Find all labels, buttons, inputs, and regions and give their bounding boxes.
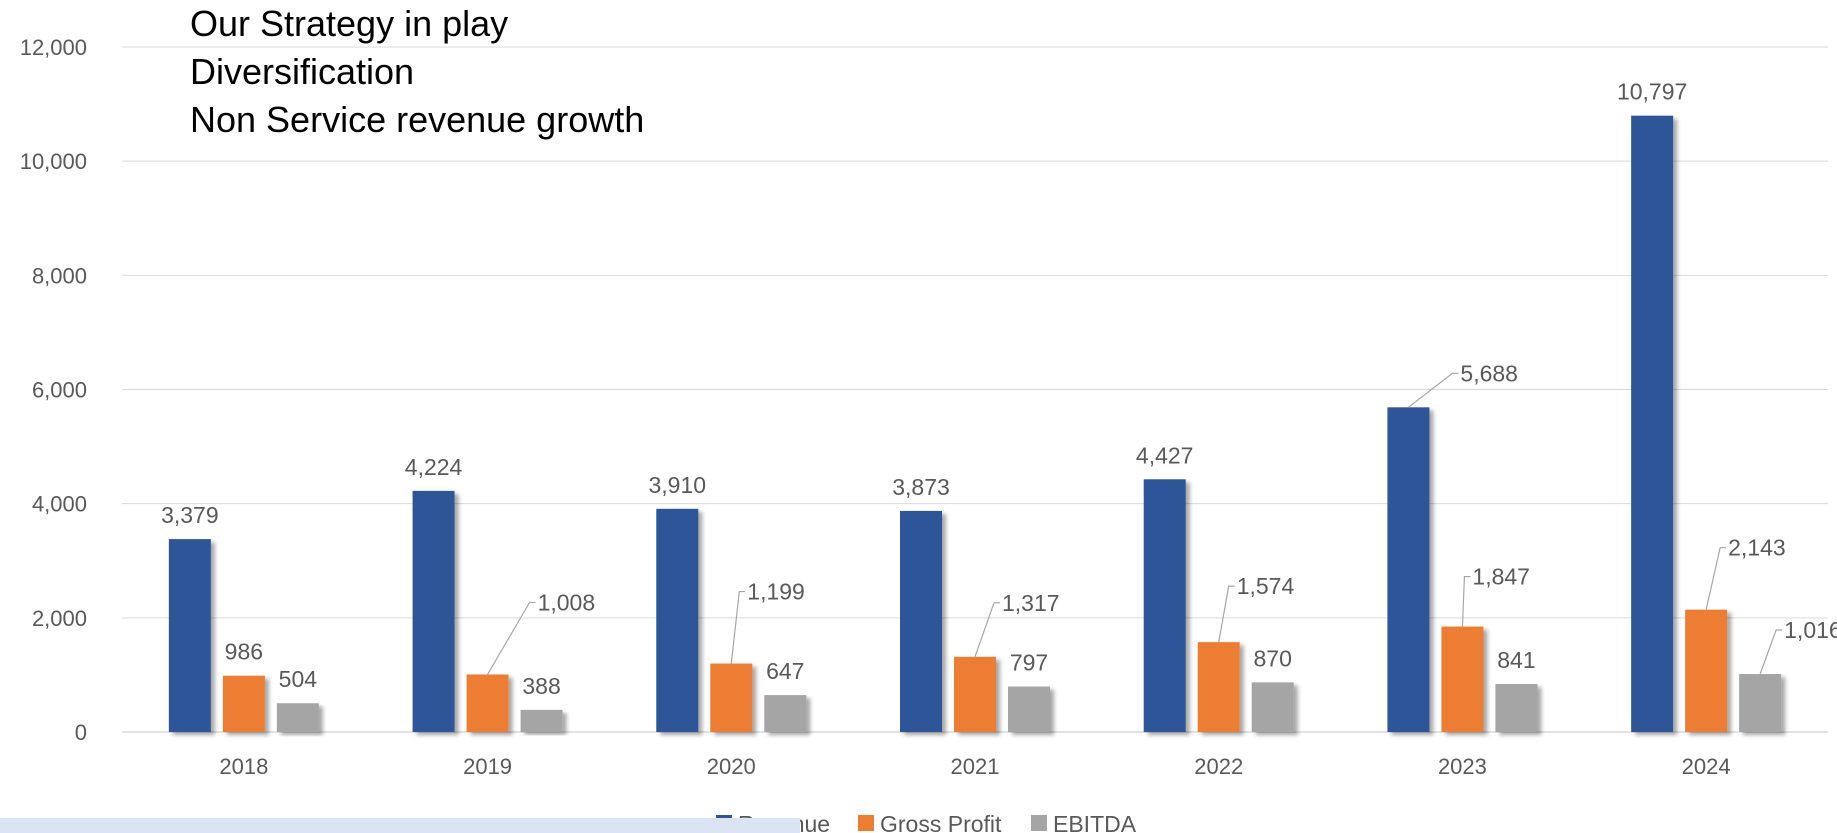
leader-line <box>1408 372 1459 408</box>
bar <box>954 656 996 732</box>
x-tick-label: 2022 <box>1194 754 1243 779</box>
data-label: 3,910 <box>649 472 707 498</box>
x-tick-label: 2024 <box>1682 754 1731 779</box>
x-tick-label: 2023 <box>1438 754 1487 779</box>
data-label: 4,224 <box>405 454 463 480</box>
legend-swatch <box>1031 815 1047 831</box>
x-tick-label: 2019 <box>463 754 512 779</box>
text-block: Our Strategy in play Diversification Non… <box>190 0 644 144</box>
leader-line <box>1218 585 1235 643</box>
bar <box>1685 609 1728 732</box>
data-label: 388 <box>522 673 560 699</box>
y-tick-label: 8,000 <box>32 263 87 288</box>
leader-line <box>974 602 1000 658</box>
data-label: 797 <box>1010 650 1048 676</box>
bar <box>1495 683 1538 732</box>
bar <box>520 709 563 732</box>
bar <box>1008 686 1050 732</box>
x-tick-label: 2020 <box>707 754 756 779</box>
bar <box>900 510 942 732</box>
bar <box>764 695 807 732</box>
growth-line: Non Service revenue growth <box>190 99 645 140</box>
leader-line <box>1705 547 1727 610</box>
bar <box>1143 479 1186 732</box>
data-label: 647 <box>766 658 804 684</box>
data-label: 5,688 <box>1460 360 1518 386</box>
bar <box>1739 674 1782 732</box>
leader-line <box>1461 575 1471 627</box>
y-tick-label: 0 <box>75 720 87 745</box>
data-label: 4,427 <box>1136 442 1194 468</box>
legend-label: EBITDA <box>1053 811 1137 833</box>
legend-label: Gross Profit <box>880 811 1002 833</box>
data-label: 1,199 <box>747 579 805 605</box>
gridlines <box>122 46 1828 733</box>
bar <box>1441 626 1484 732</box>
data-label: 1,317 <box>1002 590 1060 616</box>
data-label: 10,797 <box>1617 79 1687 105</box>
bars <box>168 115 1782 732</box>
data-label: 1,008 <box>538 589 596 615</box>
data-label: 841 <box>1497 647 1535 673</box>
bar <box>710 663 753 732</box>
bar <box>1197 642 1240 732</box>
data-label: 986 <box>225 639 263 665</box>
diversification-line: Diversification <box>190 51 415 92</box>
x-tick-label: 2018 <box>219 754 268 779</box>
data-label: 3,379 <box>161 502 219 528</box>
data-label: 1,016 <box>1784 617 1837 643</box>
leader-line <box>487 601 536 675</box>
bar <box>656 508 699 732</box>
data-label: 2,143 <box>1728 535 1786 561</box>
y-axis-ticks: 0 2,000 4,000 6,000 8,000 10,000 12,000 <box>20 35 87 745</box>
data-label: 1,847 <box>1472 564 1530 590</box>
bar <box>1631 115 1674 732</box>
leader-lines <box>487 372 1783 675</box>
y-tick-label: 2,000 <box>32 606 87 631</box>
y-tick-label: 4,000 <box>32 492 87 517</box>
bar <box>412 490 455 732</box>
y-tick-label: 12,000 <box>20 35 87 60</box>
data-labels: 3,379 986 504 4,224 1,008 388 3,910 1,199 647 3,8… <box>161 79 1837 699</box>
bar <box>1251 682 1294 732</box>
data-label: 3,873 <box>892 474 950 500</box>
x-tick-label: 2021 <box>951 754 1000 779</box>
bar <box>222 675 265 732</box>
strategy-line: Our Strategy in play <box>190 3 509 44</box>
y-tick-label: 10,000 <box>20 149 87 174</box>
bar <box>168 539 211 732</box>
bar <box>276 703 319 732</box>
data-label: 504 <box>279 666 318 692</box>
leader-line <box>1759 629 1783 675</box>
bar <box>466 674 509 732</box>
legend-swatch <box>858 815 874 831</box>
y-tick-label: 6,000 <box>32 378 87 403</box>
bar <box>1387 407 1430 732</box>
data-label: 1,574 <box>1237 573 1295 599</box>
x-axis-ticks: 2018 2019 2020 2021 2022 2023 2024 <box>219 754 1730 779</box>
bottom-strip <box>0 818 800 833</box>
leader-line <box>730 590 746 664</box>
data-label: 870 <box>1254 645 1292 671</box>
